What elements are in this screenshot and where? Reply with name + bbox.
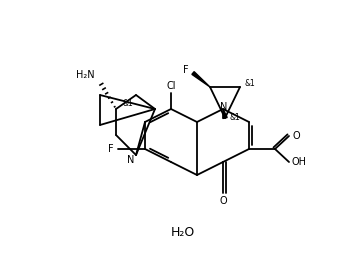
Text: O: O bbox=[219, 196, 227, 206]
Text: N: N bbox=[127, 155, 135, 165]
Polygon shape bbox=[223, 109, 227, 118]
Text: &1: &1 bbox=[245, 79, 255, 89]
Text: O: O bbox=[292, 131, 300, 141]
Text: H₂N: H₂N bbox=[77, 70, 95, 80]
Text: N: N bbox=[220, 102, 228, 112]
Text: H₂O: H₂O bbox=[171, 227, 195, 240]
Text: OH: OH bbox=[291, 157, 306, 167]
Polygon shape bbox=[192, 72, 210, 87]
Text: &1: &1 bbox=[123, 98, 133, 108]
Text: F: F bbox=[183, 65, 189, 75]
Text: F: F bbox=[108, 144, 114, 154]
Text: &1: &1 bbox=[230, 114, 240, 122]
Text: Cl: Cl bbox=[166, 81, 176, 91]
